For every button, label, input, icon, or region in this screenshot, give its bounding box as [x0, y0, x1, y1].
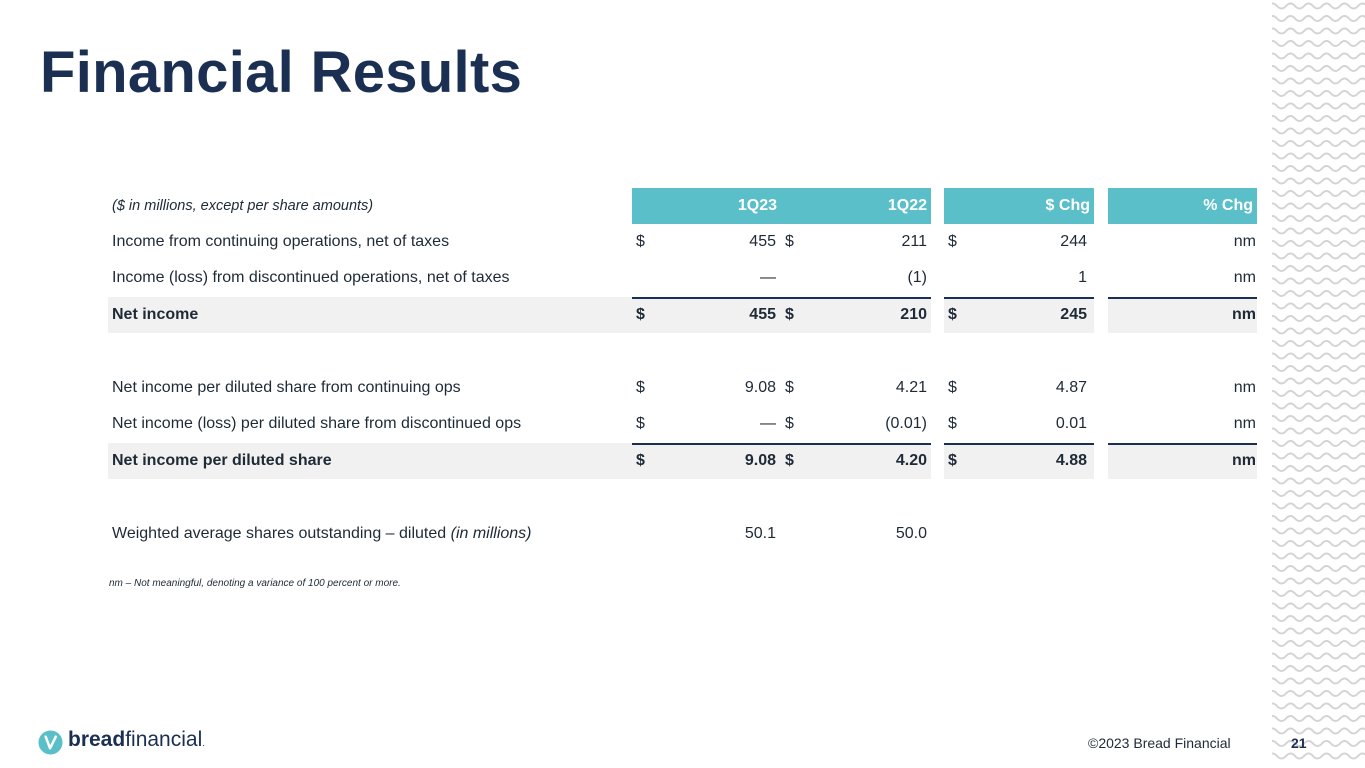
table-header-row: ($ in millions, except per share amounts…: [108, 188, 1257, 224]
value-1q22: (1): [907, 269, 927, 286]
page-number: 21: [1291, 735, 1307, 751]
value-dollar-change: 0.01: [1055, 415, 1087, 432]
header-1q23: 1Q23: [737, 197, 777, 214]
subtotal-rule: [944, 297, 1094, 299]
logo-word-financial: financial: [125, 728, 203, 751]
value-1q23: 50.1: [744, 525, 776, 542]
value-percent-change: nm: [1232, 452, 1256, 469]
value-dollar-change: 245: [1060, 306, 1087, 323]
currency-symbol: $: [636, 306, 645, 323]
logo-wordmark: breadfinancial.: [68, 727, 205, 757]
table-row: Income from continuing operations, net o…: [108, 224, 1257, 260]
currency-symbol: $: [785, 415, 794, 432]
value-1q23: —: [760, 269, 776, 286]
value-1q22: 50.0: [895, 525, 927, 542]
subtotal-rule: [632, 443, 931, 445]
value-1q22: (0.01): [885, 415, 927, 432]
header-fill-dollar-change: [944, 188, 1094, 224]
currency-symbol: $: [636, 415, 645, 432]
row-shade: [944, 443, 1094, 479]
currency-symbol: $: [636, 379, 645, 396]
value-dollar-change: 1: [1078, 269, 1087, 286]
value-1q23: —: [760, 415, 776, 432]
header-1q22: 1Q22: [887, 197, 927, 214]
value-1q22: 4.21: [895, 379, 927, 396]
currency-symbol: $: [785, 379, 794, 396]
copyright-text: ©2023 Bread Financial: [1088, 735, 1231, 751]
row-shade: [108, 297, 931, 333]
value-1q22: 4.20: [895, 452, 927, 469]
table-row-subtotal: Net income $ 455 $ 210 $ 245 nm: [108, 297, 1257, 333]
row-shade: [944, 297, 1094, 333]
bread-financial-logo: breadfinancial.: [38, 727, 205, 757]
logo-word-bread: bread: [68, 728, 126, 751]
value-percent-change: nm: [1233, 415, 1256, 432]
value-1q23: 455: [749, 306, 776, 323]
currency-symbol: $: [785, 306, 794, 323]
value-1q23: 9.08: [744, 379, 776, 396]
wave-pattern: [1272, 2, 1365, 760]
row-label: Net income per diluted share: [112, 452, 332, 469]
row-label: Income from continuing operations, net o…: [112, 233, 450, 250]
row-shade: [1108, 443, 1257, 479]
header-percent-change: % Chg: [1203, 197, 1253, 214]
currency-symbol: $: [948, 233, 957, 250]
currency-symbol: $: [785, 452, 794, 469]
currency-symbol: $: [636, 233, 645, 250]
value-percent-change: nm: [1232, 306, 1256, 323]
value-percent-change: nm: [1233, 233, 1256, 250]
row-label-units: (in millions): [450, 525, 532, 542]
value-percent-change: nm: [1233, 269, 1256, 286]
value-dollar-change: 4.87: [1055, 379, 1087, 396]
page-title: Financial Results: [40, 40, 523, 105]
currency-symbol: $: [948, 415, 957, 432]
value-dollar-change: 244: [1060, 233, 1087, 250]
logo-trademark-dot: .: [202, 738, 206, 749]
units-note: ($ in millions, except per share amounts…: [112, 198, 374, 214]
row-label-text: Weighted average shares outstanding – di…: [112, 525, 447, 542]
subtotal-rule: [1108, 443, 1257, 445]
value-1q22: 210: [900, 306, 927, 323]
table-row: Weighted average shares outstanding – di…: [108, 516, 1257, 552]
table-row: Net income (loss) per diluted share from…: [108, 406, 1257, 442]
row-label: Weighted average shares outstanding – di…: [112, 516, 532, 552]
table-row: Income (loss) from discontinued operatio…: [108, 260, 1257, 296]
subtotal-rule: [632, 297, 931, 299]
row-shade: [1108, 297, 1257, 333]
currency-symbol: $: [636, 452, 645, 469]
value-1q23: 455: [749, 233, 776, 250]
value-1q23: 9.08: [744, 452, 776, 469]
value-dollar-change: 4.88: [1055, 452, 1087, 469]
subtotal-rule: [944, 443, 1094, 445]
value-1q22: 211: [901, 233, 927, 250]
row-shade: [108, 443, 931, 479]
table-row-subtotal: Net income per diluted share $ 9.08 $ 4.…: [108, 443, 1257, 479]
bread-financial-logo-icon: [38, 729, 63, 755]
header-fill-quarters: [632, 188, 931, 224]
currency-symbol: $: [948, 306, 957, 323]
header-fill-percent-change: [1108, 188, 1257, 224]
row-label: Net income: [112, 306, 199, 323]
row-label: Income (loss) from discontinued operatio…: [112, 269, 510, 286]
row-label: Net income per diluted share from contin…: [112, 379, 461, 396]
currency-symbol: $: [785, 233, 794, 250]
footnote: nm – Not meaningful, denoting a variance…: [109, 578, 401, 589]
header-dollar-change: $ Chg: [1045, 197, 1090, 214]
subtotal-rule: [1108, 297, 1257, 299]
currency-symbol: $: [948, 379, 957, 396]
row-label: Net income (loss) per diluted share from…: [112, 415, 522, 432]
table-row: Net income per diluted share from contin…: [108, 370, 1257, 406]
value-percent-change: nm: [1233, 379, 1256, 396]
currency-symbol: $: [948, 452, 957, 469]
